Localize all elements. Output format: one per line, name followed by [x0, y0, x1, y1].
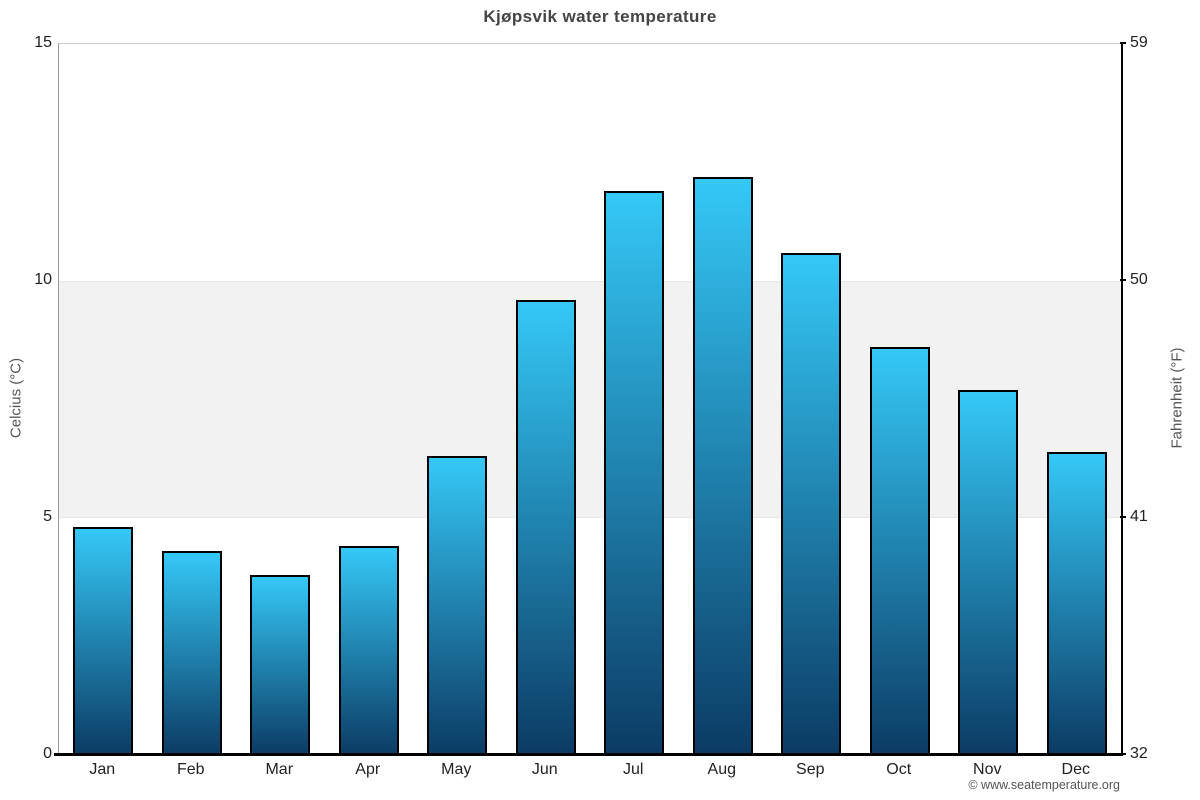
x-tick-label-sep: Sep	[796, 761, 825, 778]
bar-slot-nov	[944, 44, 1033, 755]
bar-dec	[1046, 451, 1107, 755]
bar-slot-dec	[1033, 44, 1122, 755]
bar-aug	[692, 176, 753, 755]
bar-slot-jun	[502, 44, 591, 755]
y-tick-right-32: 32	[1130, 745, 1148, 762]
y-tickmark-right-41	[1120, 516, 1126, 518]
bar-slot-apr	[325, 44, 414, 755]
x-tick-label-oct: Oct	[886, 761, 912, 778]
x-tick-label-mar: Mar	[265, 761, 294, 778]
bar-slot-aug	[679, 44, 768, 755]
x-tick-label-feb: Feb	[176, 761, 205, 778]
bar-sep	[781, 252, 842, 755]
shaded-band-5-10	[59, 280, 1121, 518]
y-tick-right-41: 41	[1130, 508, 1148, 525]
y-axis-title-fahrenheit: Fahrenheit (°F)	[1168, 347, 1186, 449]
y-tickmark-right-50	[1120, 279, 1126, 281]
bar-jan	[73, 527, 134, 755]
x-tick-label-jul: Jul	[623, 761, 644, 778]
bar-nov	[958, 390, 1019, 755]
bar-oct	[869, 347, 930, 755]
bar-jul	[604, 190, 665, 755]
x-axis-line	[54, 753, 1123, 756]
y-tick-right-50: 50	[1130, 271, 1148, 288]
bar-feb	[161, 551, 222, 755]
bar-apr	[338, 546, 399, 755]
bar-may	[427, 456, 488, 755]
x-tick-label-aug: Aug	[707, 761, 736, 778]
bar-slot-may	[413, 44, 502, 755]
y-tickmark-right-59	[1120, 42, 1126, 44]
y-tick-right-59: 59	[1130, 34, 1148, 51]
bar-slot-sep	[767, 44, 856, 755]
x-tick-label-nov: Nov	[973, 761, 1002, 778]
bars	[59, 44, 1121, 755]
bar-mar	[250, 574, 311, 755]
copyright-text: © www.seatemperature.org	[968, 778, 1120, 792]
chart-title: Kjøpsvik water temperature	[483, 7, 717, 26]
bar-jun	[515, 299, 576, 755]
plot-area	[58, 43, 1123, 755]
x-tick-label-may: May	[441, 761, 472, 778]
x-tick-label-jan: Jan	[89, 761, 116, 778]
y-tick-left-10: 10	[34, 271, 52, 288]
y-tickmark-right-32	[1120, 753, 1126, 755]
bar-slot-feb	[148, 44, 237, 755]
y-tick-left-5: 5	[43, 508, 52, 525]
y-axis-title-celsius: Celcius (°C)	[7, 357, 25, 439]
y-tick-left-15: 15	[34, 34, 52, 51]
bar-slot-oct	[856, 44, 945, 755]
x-tick-label-jun: Jun	[531, 761, 558, 778]
x-tick-label-dec: Dec	[1061, 761, 1090, 778]
y-tick-left-0: 0	[43, 745, 52, 762]
bar-slot-jul	[590, 44, 679, 755]
bar-slot-mar	[236, 44, 325, 755]
x-tick-label-apr: Apr	[355, 761, 381, 778]
bar-slot-jan	[59, 44, 148, 755]
